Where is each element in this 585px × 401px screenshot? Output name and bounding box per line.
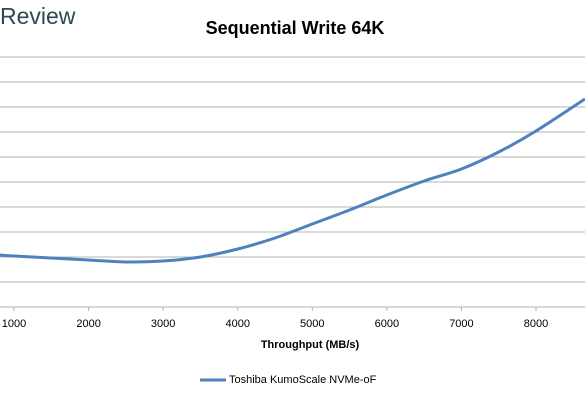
x-tick-label: 4000 bbox=[225, 318, 249, 330]
series-line bbox=[0, 97, 585, 264]
chart-title: Sequential Write 64K bbox=[206, 18, 385, 38]
legend-label: Toshiba KumoScale NVMe-oF bbox=[229, 374, 377, 386]
x-tick-label: 3000 bbox=[151, 318, 175, 330]
x-tick-label: 1000 bbox=[2, 318, 26, 330]
x-tick-label: 6000 bbox=[375, 318, 399, 330]
x-tick-label: 5000 bbox=[300, 318, 324, 330]
x-axis-label: Throughput (MB/s) bbox=[261, 339, 360, 351]
x-tick-label: 2000 bbox=[76, 318, 100, 330]
x-tick-label: 7000 bbox=[449, 318, 473, 330]
brand: Review bbox=[0, 3, 76, 29]
x-tick-label: 8000 bbox=[524, 318, 548, 330]
